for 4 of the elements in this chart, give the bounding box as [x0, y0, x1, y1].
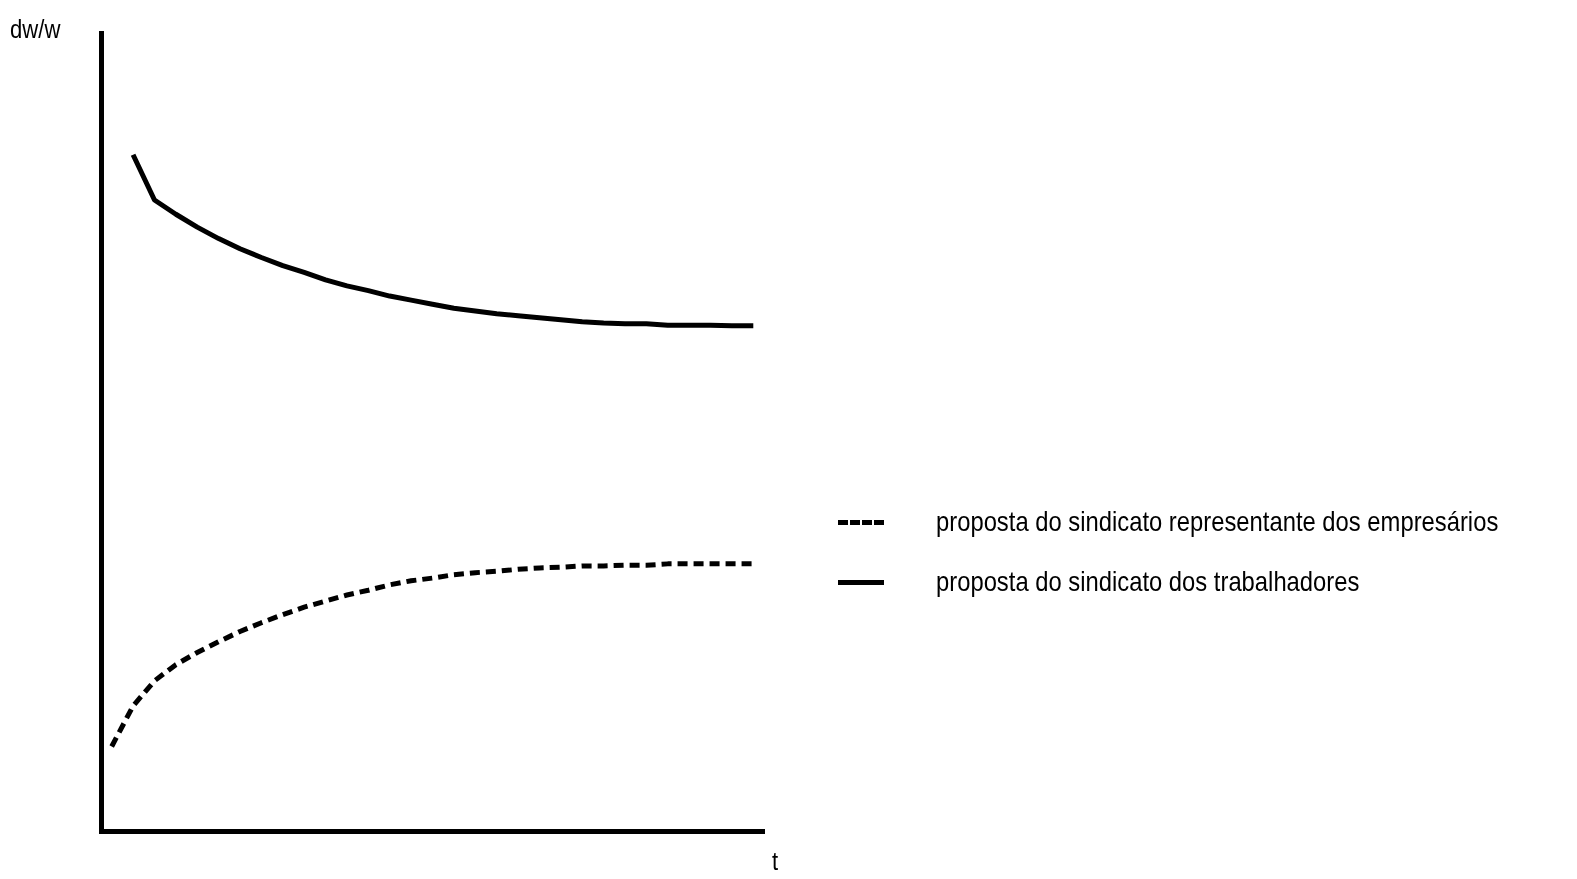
legend-label: proposta do sindicato representante dos empresários	[936, 506, 1499, 538]
y-axis-title: dw/w	[10, 14, 61, 45]
x-axis-title: t	[772, 846, 779, 877]
legend-label: proposta do sindicato dos trabalhadores	[936, 566, 1360, 598]
